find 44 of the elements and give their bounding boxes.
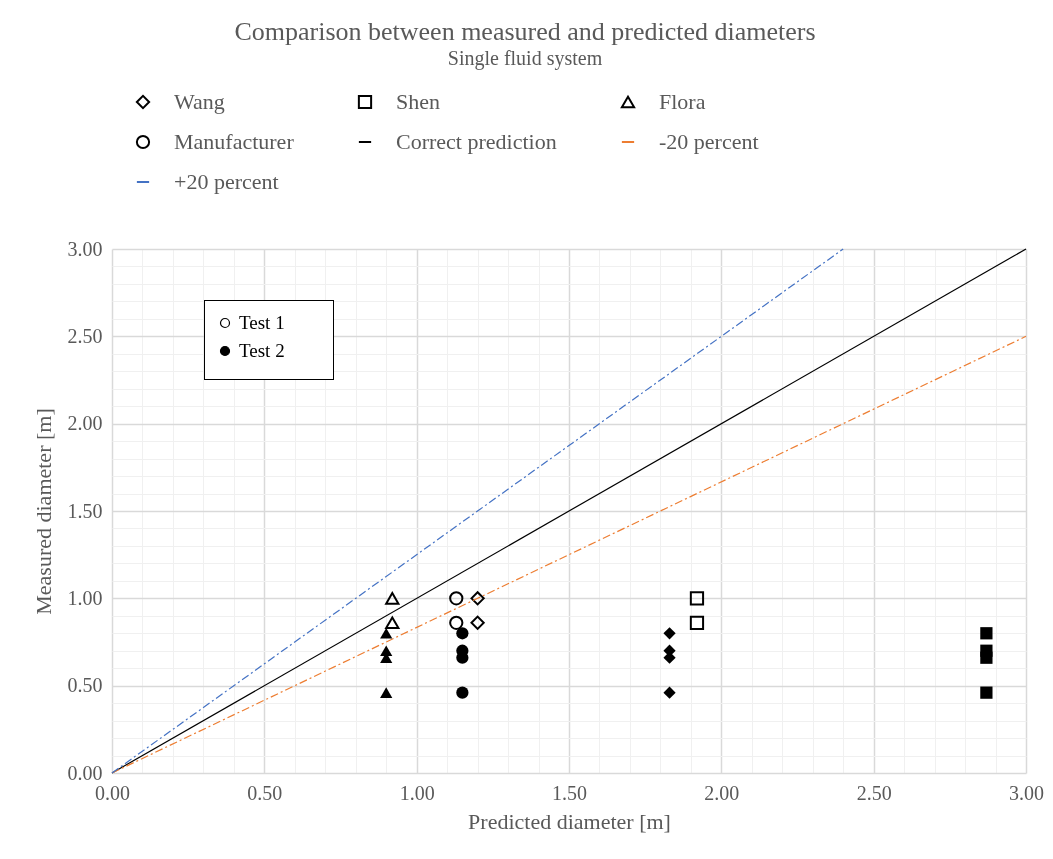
legend-label: Correct prediction — [396, 129, 557, 154]
x-tick-label: 0.00 — [95, 781, 130, 804]
point — [456, 686, 469, 699]
x-tick-label: 1.50 — [552, 781, 587, 804]
y-tick-label: 0.00 — [67, 761, 103, 784]
point — [385, 592, 400, 605]
legend-label: Wang — [174, 89, 225, 114]
point — [980, 627, 993, 640]
point — [380, 687, 393, 698]
annotation: Test 1 — [239, 312, 285, 334]
x-tick-label: 0.50 — [247, 781, 283, 804]
x-tick-label: 3.00 — [1009, 781, 1044, 804]
point — [449, 615, 464, 630]
annotation: Test 2 — [239, 340, 285, 362]
chart-subtitle: Single fluid system — [447, 47, 603, 70]
y-axis-title: Measured diameter [m] — [30, 408, 56, 615]
legend-label: Flora — [659, 89, 706, 114]
x-axis-title: Predicted diameter [m] — [468, 808, 671, 834]
legend-label: Manufacturer — [174, 129, 295, 154]
y-tick-label: 2.50 — [67, 324, 103, 347]
point — [980, 651, 993, 664]
point — [385, 616, 400, 630]
x-tick-label: 2.50 — [856, 781, 892, 804]
y-tick-label: 1.00 — [67, 586, 103, 609]
point — [689, 615, 705, 630]
point — [663, 627, 676, 640]
point — [470, 615, 485, 630]
y-tick-label: 1.50 — [67, 499, 103, 522]
legend-label: -20 percent — [659, 129, 759, 154]
legend-label: Shen — [396, 89, 440, 114]
y-tick-label: 3.00 — [67, 237, 103, 260]
point — [449, 591, 464, 606]
point — [663, 686, 676, 699]
point — [470, 591, 485, 606]
y-tick-label: 2.00 — [67, 412, 103, 435]
chart-title: Comparison between measured and predicted diameters — [234, 17, 816, 46]
point — [980, 686, 993, 699]
y-tick-label: 0.50 — [67, 674, 103, 697]
x-tick-label: 1.00 — [399, 781, 435, 804]
key-box: Test 1 Test 2 — [204, 300, 334, 380]
point — [689, 591, 705, 606]
point — [456, 627, 469, 640]
legend-label: +20 percent — [174, 169, 279, 194]
x-tick-label: 2.00 — [704, 781, 740, 804]
